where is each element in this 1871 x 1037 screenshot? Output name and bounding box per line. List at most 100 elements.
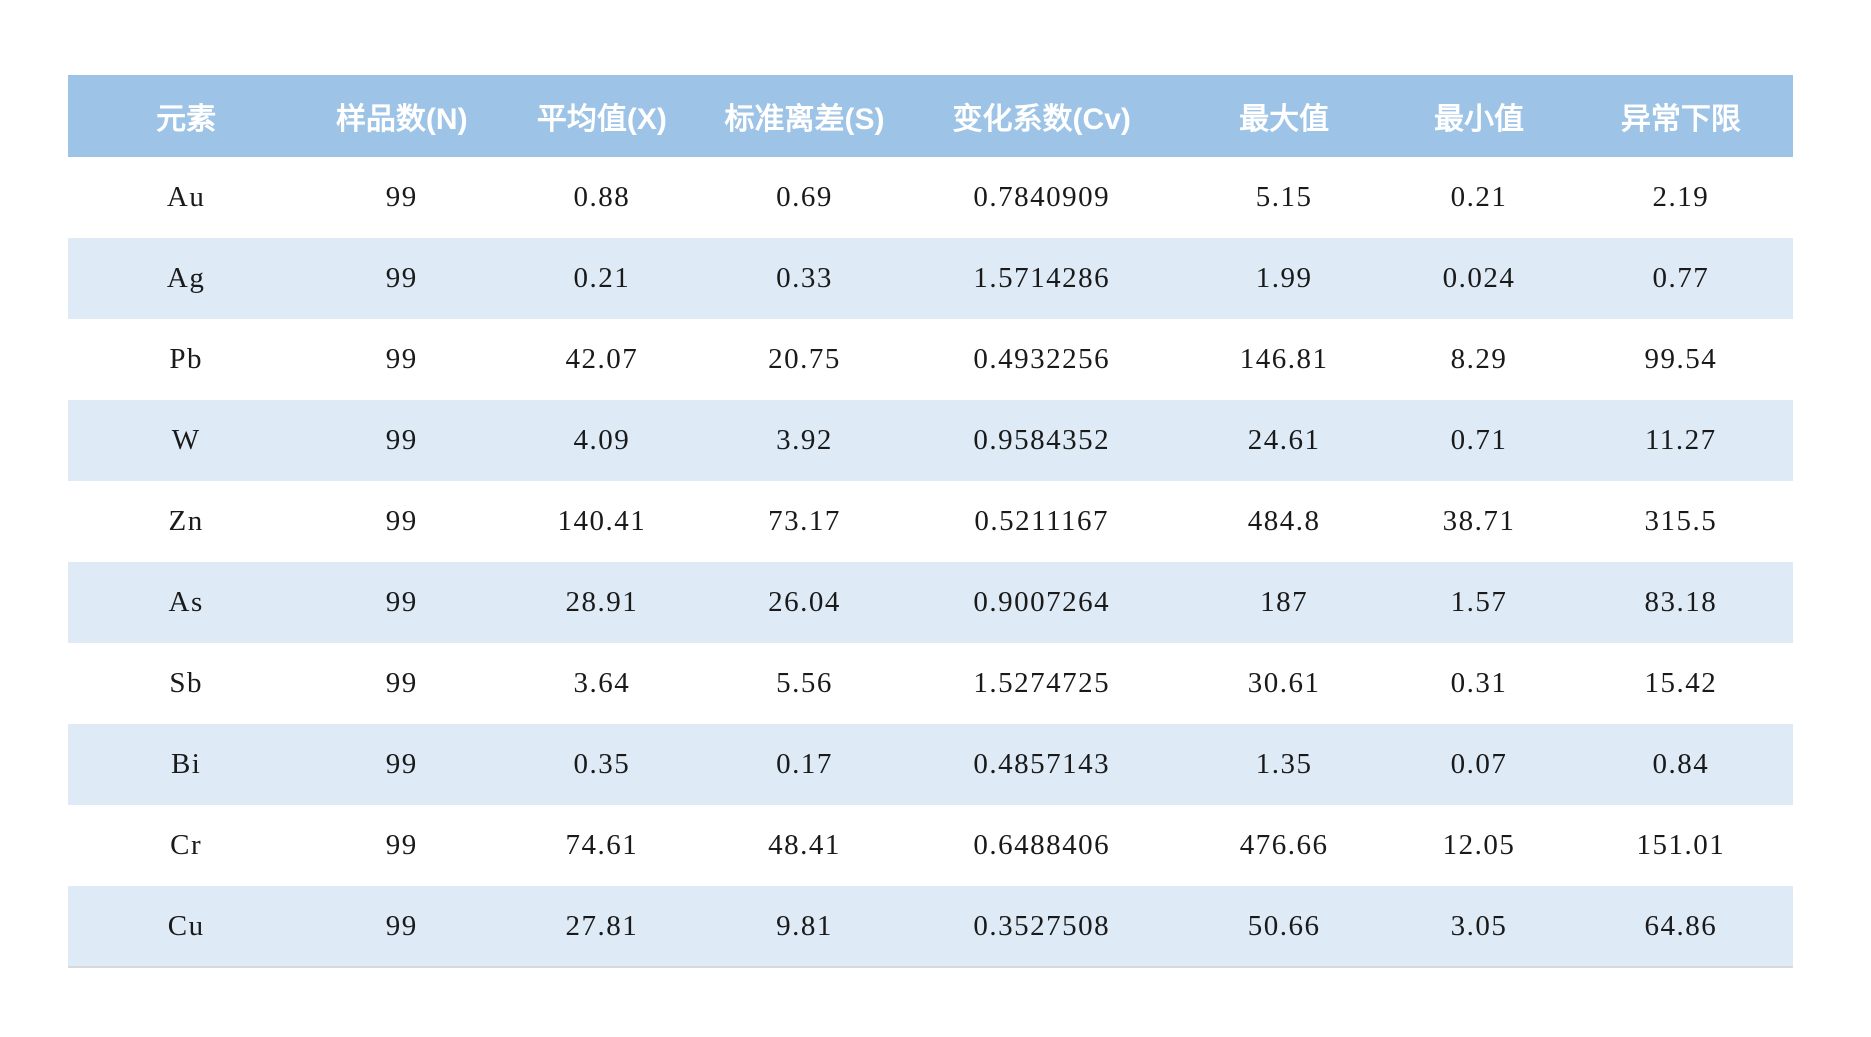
cell-anomaly_threshold: 151.01 [1636, 829, 1726, 861]
cell-min: 0.31 [1450, 667, 1508, 699]
cell-cv: 0.9007264 [973, 586, 1111, 618]
cell-min: 0.71 [1450, 424, 1508, 456]
cell-min: 12.05 [1442, 829, 1516, 861]
cell-sample_count: 99 [385, 667, 418, 699]
cell-anomaly_threshold: 83.18 [1644, 586, 1718, 618]
cell-element: W [171, 424, 201, 456]
cell-sample_count: 99 [385, 829, 418, 861]
cell-std_dev: 0.69 [776, 181, 833, 213]
cell-mean: 0.35 [573, 748, 631, 780]
cell-element: Zn [168, 505, 204, 537]
cell-std_dev: 3.92 [776, 424, 833, 456]
cell-element: Cu [167, 909, 205, 942]
cell-anomaly_threshold: 64.86 [1644, 909, 1718, 942]
cell-mean: 27.81 [565, 909, 639, 942]
cell-mean: 74.61 [565, 829, 639, 861]
cell-max: 146.81 [1239, 343, 1329, 375]
cell-element: As [168, 586, 204, 618]
cell-sample_count: 99 [385, 262, 418, 294]
cell-max: 5.15 [1255, 181, 1313, 213]
cell-std_dev: 0.33 [776, 262, 833, 294]
table-row-Pb: Pb 99 42.07 20.75 0.4932256 146.81 8.29 99.54 [68, 319, 1793, 400]
table-row-As: As 99 28.91 26.04 0.9007264 187 1.57 83.18 [68, 562, 1793, 643]
cell-max: 50.66 [1247, 909, 1321, 942]
cell-std_dev: 0.17 [776, 748, 833, 780]
cell-cv: 1.5274725 [973, 667, 1111, 699]
cell-sample_count: 99 [385, 505, 418, 537]
cell-anomaly_threshold: 11.27 [1645, 424, 1717, 456]
cell-sample_count: 99 [385, 748, 418, 780]
table-row-Sb: Sb 99 3.64 5.56 1.5274725 30.61 0.31 15.42 [68, 643, 1793, 724]
column-header-std_dev: 标准离差(S) [724, 103, 885, 136]
cell-anomaly_threshold: 15.42 [1644, 667, 1718, 699]
cell-anomaly_threshold: 99.54 [1644, 343, 1718, 375]
column-header-anomaly_threshold: 异常下限 [1620, 103, 1741, 136]
column-header-element: 元素 [156, 103, 217, 136]
cell-cv: 0.5211167 [974, 505, 1110, 537]
cell-element: Sb [169, 667, 203, 699]
cell-sample_count: 99 [385, 181, 418, 213]
header-row: 元素 样品数(N) 平均值(X) 标准离差(S) 变化系数(Cv) 最大值 最小值 异常下限 [68, 75, 1793, 157]
column-header-max: 最大值 [1239, 103, 1330, 136]
cell-min: 0.07 [1450, 748, 1508, 780]
cell-std_dev: 73.17 [768, 505, 841, 537]
cell-sample_count: 99 [385, 424, 418, 456]
cell-cv: 0.4857143 [973, 748, 1111, 780]
cell-min: 0.024 [1442, 262, 1516, 294]
cell-max: 484.8 [1247, 505, 1321, 537]
cell-mean: 28.91 [565, 586, 639, 618]
cell-min: 1.57 [1450, 586, 1508, 618]
cell-std_dev: 9.81 [776, 909, 833, 942]
table-row-Cu: Cu 99 27.81 9.81 0.3527508 50.66 3.05 64.86 [68, 886, 1793, 967]
cell-min: 8.29 [1450, 343, 1508, 375]
cell-element: Cr [170, 829, 203, 861]
table-row-Au: Au 99 0.88 0.69 0.7840909 5.15 0.21 2.19 [68, 157, 1793, 238]
cell-max: 187 [1260, 586, 1309, 618]
cell-element: Ag [166, 262, 206, 294]
table-row-Cr: Cr 99 74.61 48.41 0.6488406 476.66 12.05 151.01 [68, 805, 1793, 886]
cell-max: 30.61 [1247, 667, 1321, 699]
cell-max: 476.66 [1239, 829, 1329, 861]
cell-element: Bi [170, 748, 202, 780]
cell-min: 3.05 [1450, 909, 1508, 942]
table-row-Bi: Bi 99 0.35 0.17 0.4857143 1.35 0.07 0.84 [68, 724, 1793, 805]
column-header-sample_count: 样品数(N) [335, 103, 468, 136]
cell-sample_count: 99 [385, 343, 418, 375]
column-header-cv: 变化系数(Cv) [952, 103, 1131, 136]
cell-min: 38.71 [1442, 505, 1516, 537]
cell-std_dev: 5.56 [776, 667, 833, 699]
cell-sample_count: 99 [385, 586, 418, 618]
table-body: Au 99 0.88 0.69 0.7840909 5.15 0.21 2.19 Ag 99 0.2… [68, 157, 1793, 967]
cell-cv: 0.7840909 [973, 181, 1111, 213]
cell-mean: 0.88 [573, 181, 631, 213]
cell-cv: 0.9584352 [973, 424, 1111, 456]
cell-max: 1.99 [1255, 262, 1313, 294]
table-row-Ag: Ag 99 0.21 0.33 1.5714286 1.99 0.024 0.77 [68, 238, 1793, 319]
cell-cv: 0.4932256 [973, 343, 1111, 375]
cell-sample_count: 99 [385, 909, 418, 942]
cell-cv: 0.3527508 [973, 909, 1111, 942]
cell-mean: 140.41 [557, 505, 647, 537]
column-header-mean: 平均值(X) [536, 103, 667, 136]
cell-std_dev: 48.41 [768, 829, 841, 861]
cell-anomaly_threshold: 0.77 [1652, 262, 1710, 294]
cell-element: Pb [169, 343, 203, 375]
element-statistics-table: 元素 样品数(N) 平均值(X) 标准离差(S) 变化系数(Cv) 最大值 最小值 异常下限 … [68, 75, 1793, 968]
cell-mean: 42.07 [565, 343, 639, 375]
cell-mean: 0.21 [573, 262, 631, 294]
cell-max: 1.35 [1255, 748, 1313, 780]
cell-min: 0.21 [1450, 181, 1508, 213]
table-header: 元素 样品数(N) 平均值(X) 标准离差(S) 变化系数(Cv) 最大值 最小值 异常下限 [68, 75, 1793, 157]
table-row-W: W 99 4.09 3.92 0.9584352 24.61 0.71 11.27 [68, 400, 1793, 481]
cell-cv: 0.6488406 [973, 829, 1111, 861]
cell-anomaly_threshold: 2.19 [1652, 181, 1710, 213]
cell-std_dev: 26.04 [768, 586, 841, 618]
cell-anomaly_threshold: 315.5 [1644, 505, 1718, 537]
cell-max: 24.61 [1247, 424, 1321, 456]
cell-std_dev: 20.75 [768, 343, 841, 375]
cell-element: Au [166, 181, 206, 213]
cell-anomaly_threshold: 0.84 [1652, 748, 1710, 780]
cell-mean: 3.64 [573, 667, 631, 699]
table-row-Zn: Zn 99 140.41 73.17 0.5211167 484.8 38.71 315.5 [68, 481, 1793, 562]
